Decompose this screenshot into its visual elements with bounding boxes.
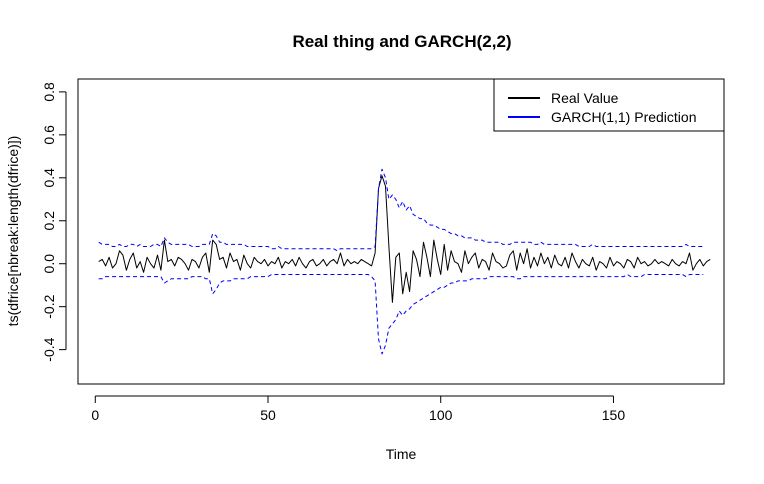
y-tick-label: 0.8 bbox=[41, 82, 57, 102]
y-tick-label: 0.0 bbox=[41, 254, 57, 274]
x-tick-label: 100 bbox=[429, 407, 453, 423]
series-real-value-line bbox=[98, 175, 711, 303]
legend: Real Value GARCH(1,1) Prediction bbox=[493, 78, 725, 132]
y-tick-label: -0.4 bbox=[41, 337, 57, 361]
y-tick-label: -0.2 bbox=[41, 294, 57, 318]
series-garch-lower-band bbox=[98, 274, 704, 355]
plot-frame bbox=[77, 78, 725, 385]
x-tick-label: 50 bbox=[260, 407, 276, 423]
x-tick-label: 150 bbox=[602, 407, 626, 423]
legend-label: Real Value bbox=[551, 90, 619, 106]
y-axis-label: ts(dfrice[nbreak:length(dfrice)]) bbox=[5, 136, 21, 327]
series-layer bbox=[98, 168, 711, 355]
legend-label: GARCH(1,1) Prediction bbox=[551, 109, 697, 125]
y-tick-label: 0.4 bbox=[41, 168, 57, 188]
x-tick-label: 0 bbox=[91, 407, 99, 423]
axes: 0 50 100 150 -0.4 -0.2 0.0 0.2 0.4 0.6 0.8 bbox=[41, 82, 625, 423]
chart-title: Real thing and GARCH(2,2) bbox=[292, 32, 511, 51]
x-axis-label: Time bbox=[386, 446, 417, 462]
series-garch-upper-band bbox=[98, 168, 704, 252]
y-tick-label: 0.2 bbox=[41, 211, 57, 231]
y-tick-label: 0.6 bbox=[41, 125, 57, 145]
legend-box bbox=[493, 78, 725, 132]
